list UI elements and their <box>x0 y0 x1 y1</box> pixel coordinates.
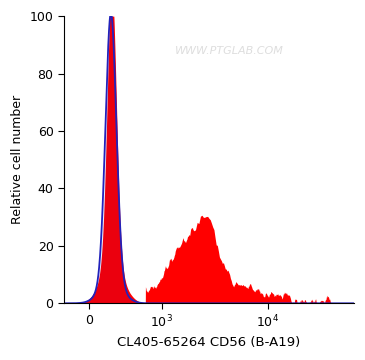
Y-axis label: Relative cell number: Relative cell number <box>11 95 24 224</box>
X-axis label: CL405-65264 CD56 (B-A19): CL405-65264 CD56 (B-A19) <box>117 336 300 349</box>
Text: WWW.PTGLAB.COM: WWW.PTGLAB.COM <box>175 46 284 55</box>
